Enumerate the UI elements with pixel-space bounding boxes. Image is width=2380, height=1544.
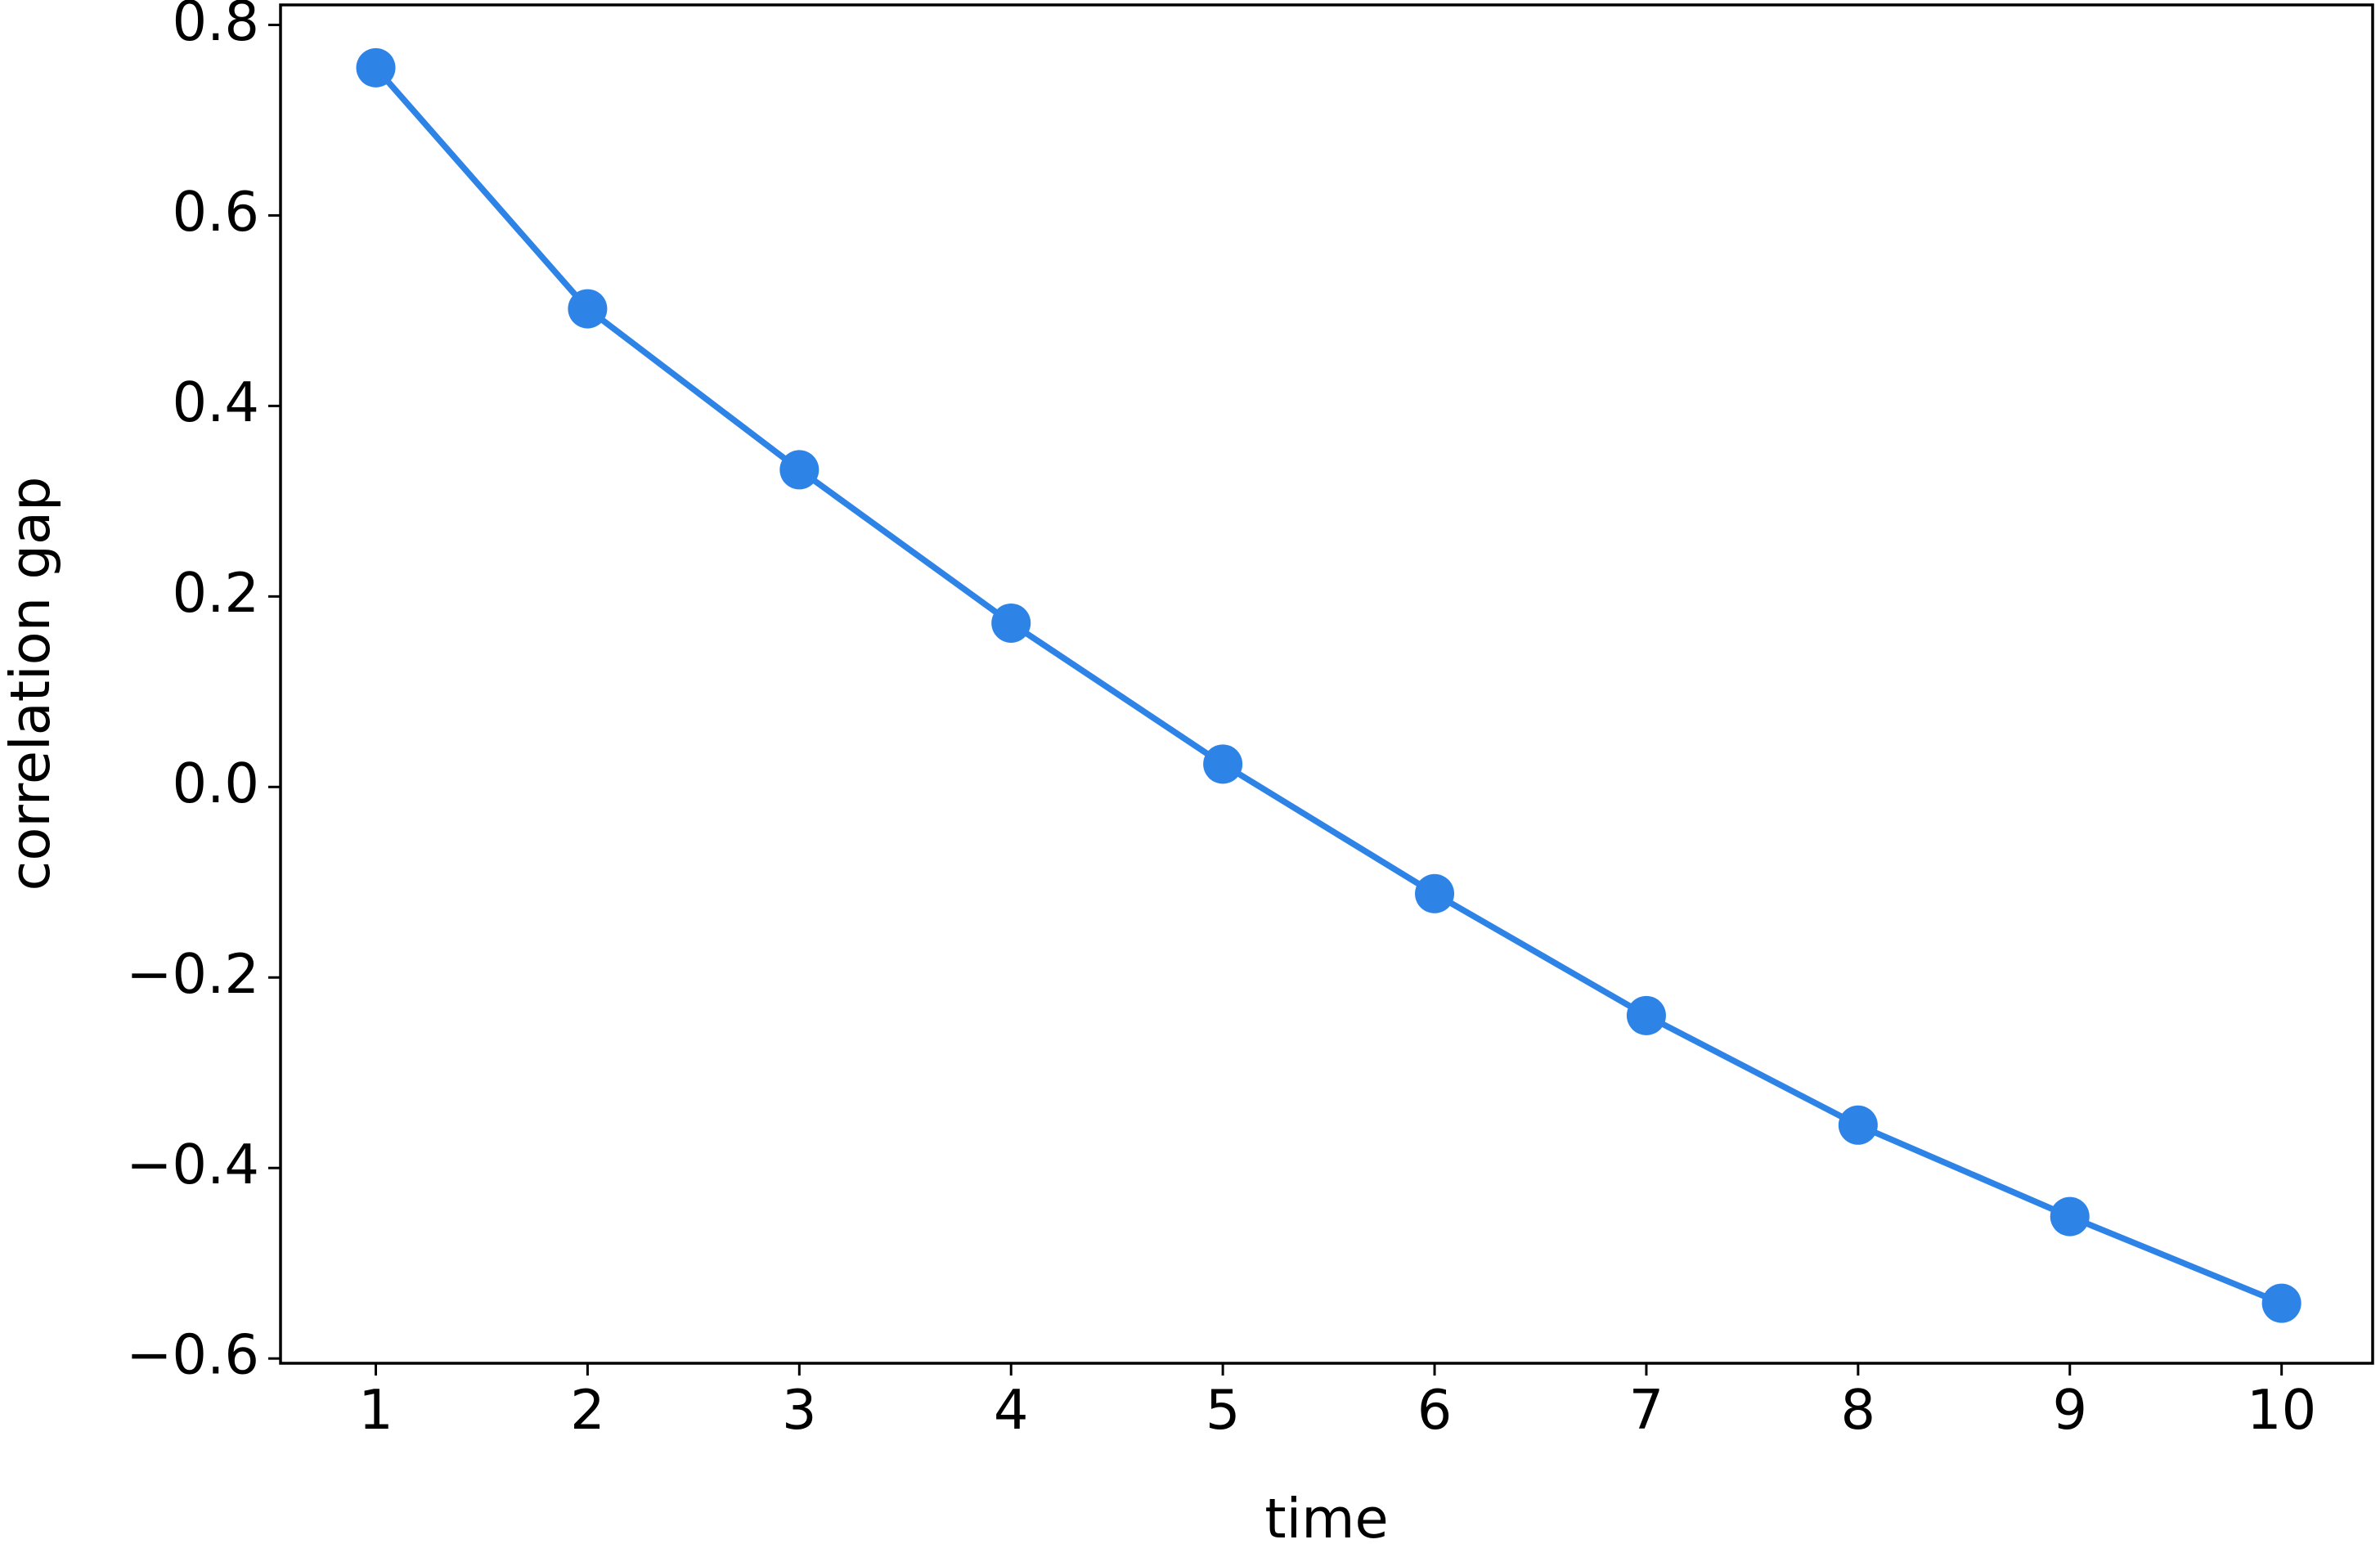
y-tick-label: 0.0: [172, 752, 259, 815]
x-tick-label: 9: [2052, 1378, 2087, 1442]
point: [568, 289, 608, 329]
x-tick-label: 5: [1206, 1378, 1241, 1442]
point: [1838, 1105, 1878, 1145]
plot-frame: [279, 3, 2374, 1365]
point: [1415, 873, 1455, 913]
x-tick-label: 4: [994, 1378, 1029, 1442]
y-tick-label: −0.4: [126, 1133, 259, 1196]
y-tick-label: 0.8: [172, 0, 259, 53]
point: [1626, 995, 1666, 1035]
x-tick-label: 8: [1841, 1378, 1876, 1442]
x-tick-label: 1: [358, 1378, 393, 1442]
point: [2050, 1196, 2090, 1237]
series-line: [373, 65, 2283, 1307]
x-tick-label: 6: [1417, 1378, 1453, 1442]
y-tick-label: 0.4: [172, 370, 259, 434]
point: [1203, 744, 1243, 784]
point: [991, 603, 1031, 643]
point: [356, 47, 396, 88]
point: [779, 450, 820, 490]
point: [2261, 1283, 2301, 1323]
x-tick-label: 10: [2247, 1378, 2316, 1442]
y-tick-label: −0.6: [126, 1323, 259, 1387]
x-tick-label: 7: [1629, 1378, 1664, 1442]
y-tick-label: 0.2: [172, 561, 259, 625]
y-axis-label: correlation gap: [0, 477, 62, 891]
x-tick-label: 3: [782, 1378, 817, 1442]
x-tick-label: 2: [570, 1378, 605, 1442]
x-axis-label: time: [1264, 1487, 1388, 1544]
y-tick-label: 0.6: [172, 180, 259, 244]
y-tick-label: −0.2: [126, 942, 259, 1006]
